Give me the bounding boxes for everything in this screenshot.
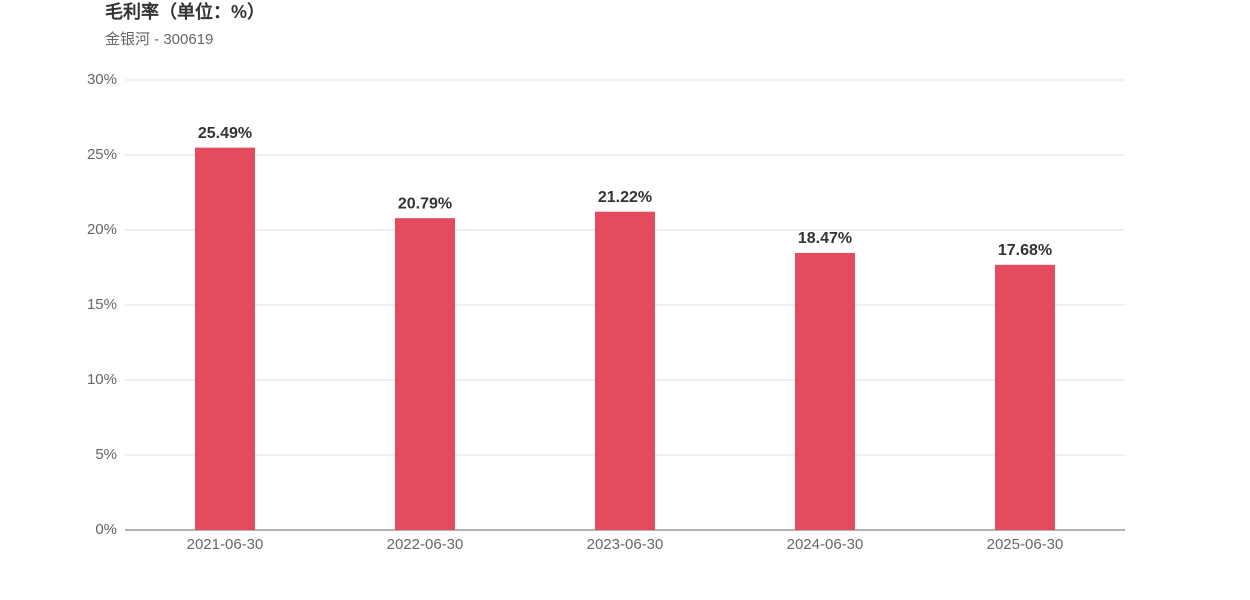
value-label: 20.79%: [398, 195, 452, 212]
bar: [395, 218, 455, 530]
chart-subtitle: 金银河 - 300619: [105, 31, 213, 48]
x-tick-label: 2021-06-30: [187, 536, 264, 553]
x-tick-label: 2022-06-30: [387, 536, 464, 553]
value-label: 17.68%: [998, 242, 1052, 259]
x-tick-label: 2024-06-30: [787, 536, 864, 553]
value-label: 21.22%: [598, 189, 652, 206]
y-tick-label: 25%: [87, 146, 117, 163]
value-label: 18.47%: [798, 230, 852, 247]
y-tick-label: 10%: [87, 371, 117, 388]
x-tick-label: 2025-06-30: [987, 536, 1064, 553]
y-tick-label: 15%: [87, 296, 117, 313]
bar: [795, 252, 855, 530]
value-label: 25.49%: [198, 125, 252, 142]
chart-title: 毛利率（单位：%）: [105, 1, 265, 22]
y-tick-label: 5%: [95, 446, 117, 463]
y-tick-label: 0%: [95, 521, 117, 538]
x-tick-label: 2023-06-30: [587, 536, 664, 553]
bar: [595, 211, 655, 530]
bar: [195, 147, 255, 530]
y-tick-label: 20%: [87, 221, 117, 238]
bar: [995, 264, 1055, 530]
y-tick-label: 30%: [87, 71, 117, 88]
